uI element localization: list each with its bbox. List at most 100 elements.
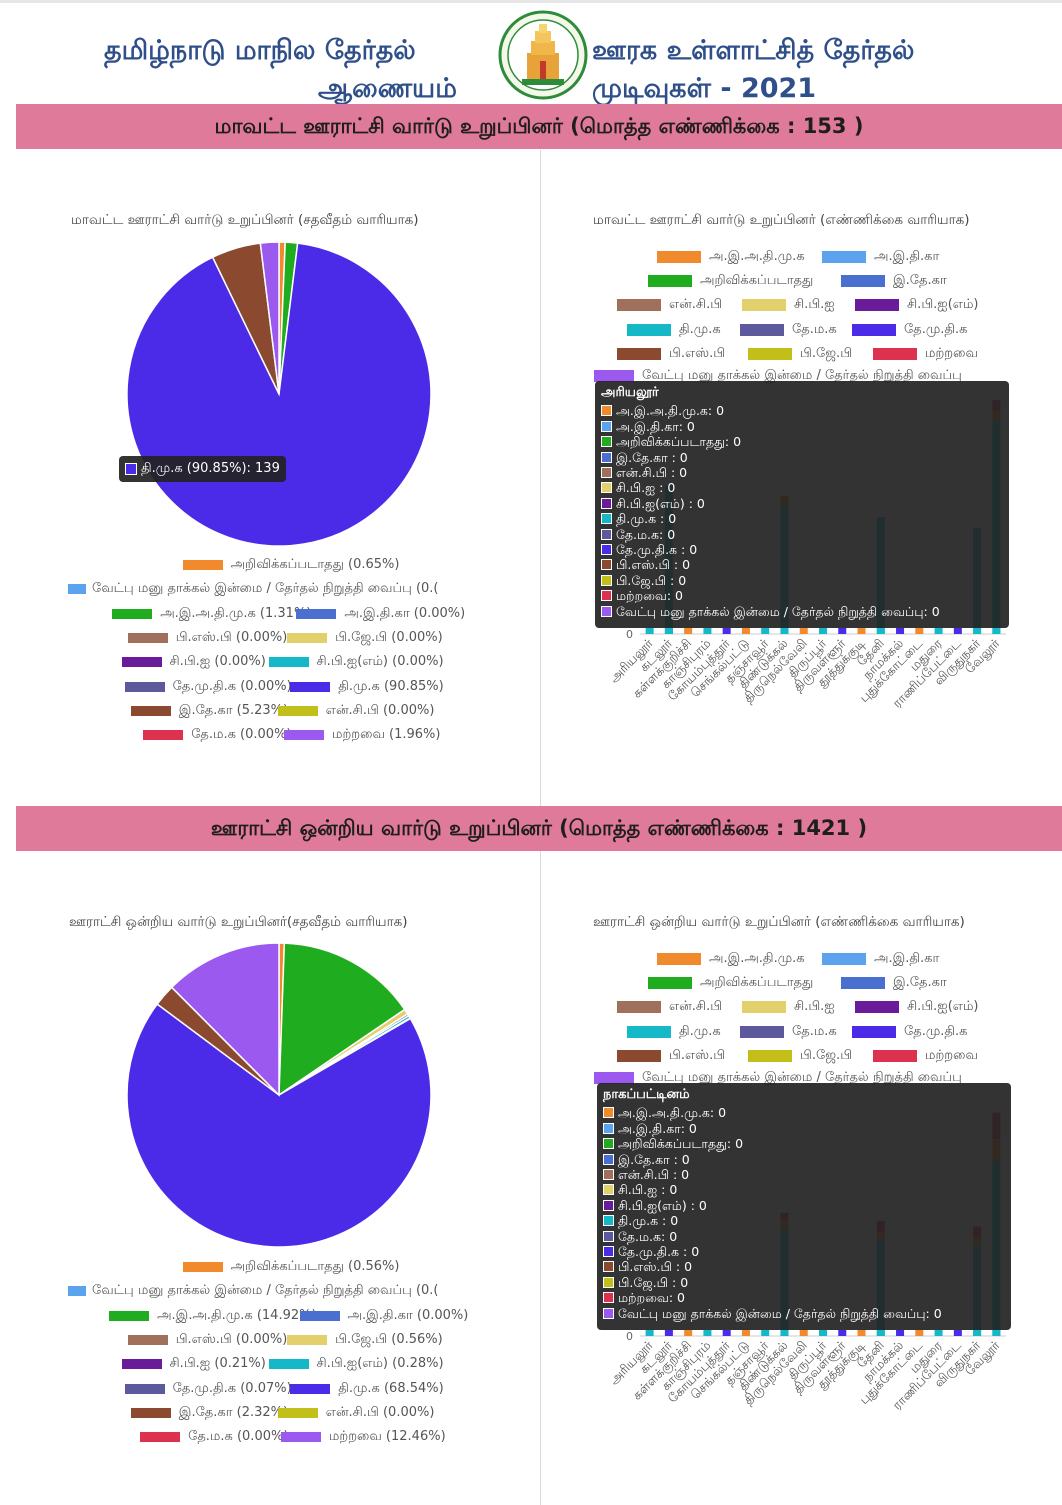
tooltip-row-label: என்.சி.பி : 0 — [618, 1167, 690, 1183]
tooltip-swatch — [601, 544, 612, 556]
pie-slice[interactable] — [126, 1003, 432, 1248]
tooltip-swatch — [603, 1184, 614, 1196]
legend-item[interactable]: வேட்பு மனு தாக்கல் இன்மை / தேர்தல் நிறுத… — [594, 1070, 1014, 1086]
legend-label: பி.ஜே.பி — [800, 345, 853, 361]
legend-label: அ.இ.தி.கா (0.00%) — [347, 1307, 469, 1323]
legend-label: இ.தே.கா — [893, 273, 947, 289]
legend-label: அ.இ.அ.தி.மு.க (14.92%) — [157, 1307, 317, 1323]
divider — [540, 851, 541, 1505]
legend-swatch — [182, 560, 223, 570]
tooltip-row: தி.மு.க : 0 — [603, 1213, 1005, 1228]
legend-label: தே.ம.க — [792, 1023, 837, 1039]
legend-swatch — [284, 730, 324, 741]
tooltip-row-label: மற்றவை: 0 — [616, 588, 684, 604]
tooltip-swatch — [603, 1292, 614, 1304]
tooltip-title: நாகப்பட்டினம் — [603, 1087, 690, 1102]
tooltip-row: தே.ம.க: 0 — [601, 527, 1003, 542]
legend-swatch — [280, 1432, 321, 1443]
tooltip-swatch — [603, 1276, 614, 1288]
tooltip-row-label: அறிவிக்கப்படாதது: 0 — [616, 434, 742, 450]
divider — [540, 150, 541, 806]
tooltip-row: பி.எஸ்.பி : 0 — [601, 557, 1003, 572]
legend-label: அ.இ.தி.கா — [874, 249, 940, 264]
tooltip-row-label: அ.இ.தி.கா: 0 — [616, 418, 695, 434]
legend-swatch — [124, 681, 165, 692]
tooltip-row: தே.மு.தி.க : 0 — [601, 542, 1003, 557]
legend-label: அ.இ.தி.கா (0.00%) — [344, 605, 466, 621]
legend-label: சி.பி.ஐ (0.00%) — [169, 654, 266, 670]
bar-stub — [761, 1330, 770, 1336]
tooltip-row: இ.தே.கா : 0 — [601, 450, 1003, 465]
district-ward-heading: மாவட்ட ஊராட்சி வார்டு உறுப்பினர் (மொத்த … — [16, 104, 1062, 149]
legend-swatch — [627, 1025, 671, 1038]
tooltip-row-label: அ.இ.அ.தி.மு.க: 0 — [616, 403, 725, 419]
tooltip-row-label: அ.இ.தி.கா: 0 — [618, 1120, 697, 1136]
bar-stub — [741, 1330, 750, 1336]
union-bar-chart[interactable]: 0அரியலூர்கடலூர்கள்ளக்குறிச்சிகாஞ்சிபுரம்… — [593, 1082, 1013, 1442]
legend-swatch — [748, 1049, 792, 1062]
legend-label: சி.பி.ஐ (0.21%) — [169, 1356, 266, 1372]
tooltip-row: என்.சி.பி : 0 — [601, 465, 1003, 480]
tooltip-swatch — [601, 467, 612, 479]
legend-swatch — [657, 953, 701, 965]
legend-label: அறிவிக்கப்படாதது — [700, 273, 814, 289]
legend-swatch — [127, 632, 168, 643]
legend-swatch — [130, 1407, 171, 1418]
tooltip-row: பி.ஜே.பி : 0 — [603, 1275, 1005, 1290]
legend-label: பி.எஸ்.பி (0.00%) — [175, 1331, 288, 1347]
tooltip-row-label: சி.பி.ஐ(எம்) : 0 — [616, 495, 705, 511]
bar-stub — [934, 1330, 943, 1336]
legend-label: அறிவிக்கப்படாதது (0.65%) — [230, 557, 400, 572]
legend-label: தே.மு.தி.க (0.07%) — [172, 1380, 292, 1396]
tooltip-row-label: மற்றவை: 0 — [618, 1290, 686, 1306]
bar-stub — [896, 1330, 905, 1336]
bar-stub — [799, 1330, 808, 1336]
tooltip-row: வேட்பு மனு தாக்கல் இன்மை / தேர்தல் நிறுத… — [603, 1306, 1005, 1321]
district-bar-title: மாவட்ட ஊராட்சி வார்டு உறுப்பினர் (எண்ணிக… — [593, 212, 970, 228]
legend-swatch — [852, 1025, 896, 1038]
tooltip-swatch — [125, 463, 137, 475]
legend-label: வேட்பு மனு தாக்கல் இன்மை / தேர்தல் நிறுத… — [642, 1070, 962, 1085]
bar-stub — [857, 628, 866, 634]
tooltip-row: தே.ம.க: 0 — [603, 1229, 1005, 1244]
bar-stub — [896, 628, 905, 634]
legend-label: சி.பி.ஐ(எம்) (0.28%) — [316, 1356, 444, 1372]
pie-slice[interactable] — [259, 241, 280, 395]
tooltip-row: தி.மு.க : 0 — [601, 511, 1003, 526]
tooltip-swatch — [601, 420, 612, 432]
tooltip-row-label: பி.எஸ்.பி : 0 — [618, 1259, 693, 1275]
legend-label: இ.தே.கா (2.32%) — [178, 1404, 289, 1420]
tooltip-swatch — [603, 1199, 614, 1211]
legend-swatch — [627, 323, 671, 336]
tooltip-row: அ.இ.அ.தி.மு.க: 0 — [603, 1105, 1005, 1120]
tooltip-title: அரியலூர் — [601, 385, 659, 400]
tooltip-rows: அ.இ.அ.தி.மு.க: 0 அ.இ.தி.கா: 0 அறிவிக்கப்பட… — [603, 1105, 1005, 1321]
pie-slice[interactable] — [170, 942, 280, 1097]
union-pie-title: ஊராட்சி ஒன்றிய வார்டு உறுப்பினர்(சதவீதம்… — [69, 914, 408, 930]
legend-label: பி.எஸ்.பி — [669, 345, 726, 361]
tooltip-swatch — [603, 1246, 614, 1258]
district-pie-title: மாவட்ட ஊராட்சி வார்டு உறுப்பினர் (சதவீதம… — [71, 212, 419, 228]
tooltip-swatch — [603, 1153, 614, 1165]
page-header: தமிழ்நாடு மாநில தேர்தல் ஆணையம் ஊரக உள்ளா… — [0, 0, 1062, 105]
tooltip-row: அ.இ.தி.கா: 0 — [603, 1121, 1005, 1136]
legend-label: என்.சி.பி (0.00%) — [325, 1404, 435, 1420]
legend-swatch — [594, 1072, 634, 1084]
legend-label: என்.சி.பி — [669, 297, 723, 313]
tooltip-row: மற்றவை: 0 — [601, 588, 1003, 603]
results-title-line1: ஊரக உள்ளாட்சித் தேர்தல் — [592, 35, 915, 66]
district-pie-chart[interactable] — [120, 235, 438, 553]
pie-slice[interactable] — [278, 942, 406, 1097]
legend-swatch — [617, 299, 661, 312]
bar-stub — [915, 628, 924, 634]
legend-label: மற்றவை — [925, 345, 978, 361]
legend-label: சி.பி.ஐ — [794, 297, 835, 313]
union-pie-chart[interactable] — [120, 936, 438, 1254]
bar-stub — [722, 1330, 731, 1336]
legend-item[interactable]: வேட்பு மனு தாக்கல் இன்மை / தேர்தல் நிறுத… — [594, 368, 1014, 384]
bar-stub — [838, 1330, 847, 1336]
legend-swatch — [841, 977, 885, 990]
tooltip-row: அறிவிக்கப்படாதது: 0 — [603, 1136, 1005, 1151]
legend-label: இ.தே.கா — [893, 975, 947, 991]
bar-stub — [915, 1330, 924, 1336]
